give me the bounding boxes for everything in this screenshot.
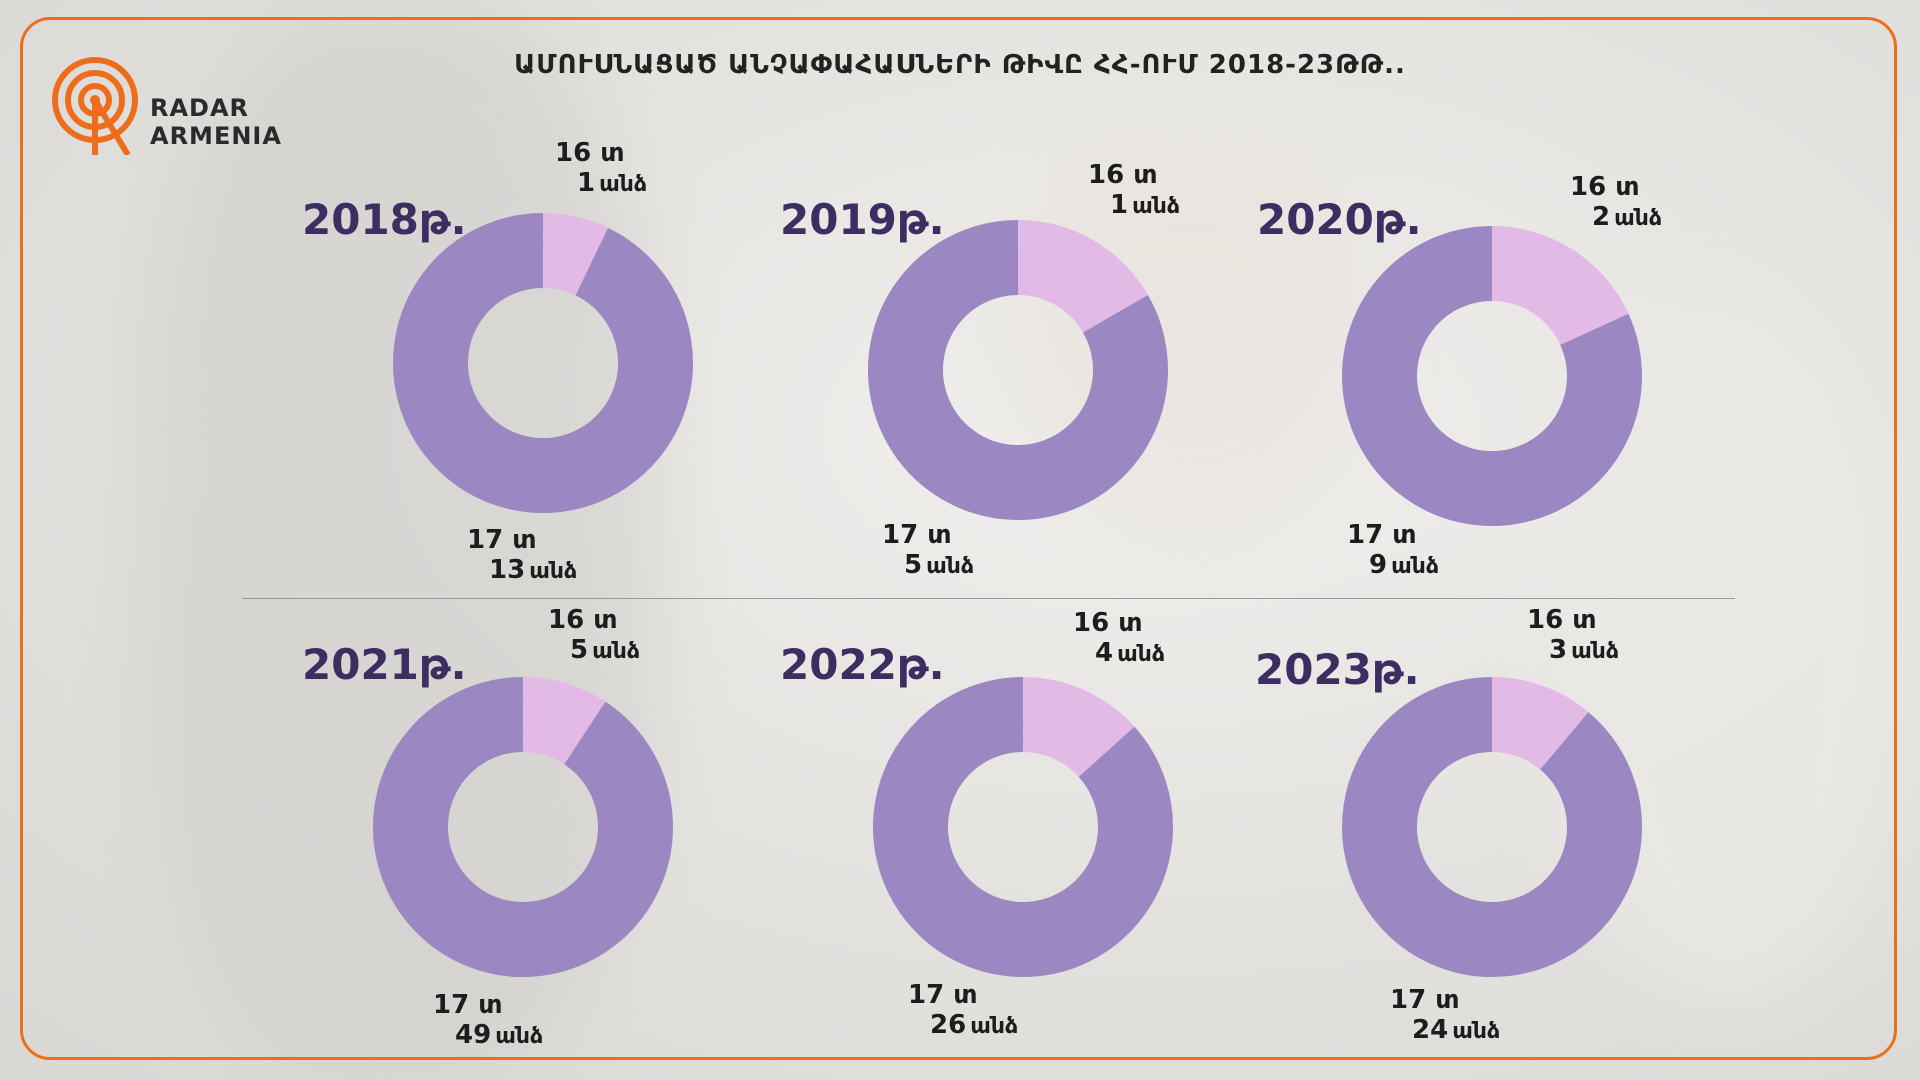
logo-line1: RADAR <box>150 94 250 122</box>
divider <box>242 598 1735 599</box>
chart-title: ԱՄՈՒՍՆԱՑԱԾ ԱՆՉԱՓԱՀԱՍՆԵՐԻ ԹԻՎԸ ՀՀ-ՈՒՄ 201… <box>514 50 1406 80</box>
category-label: 16 տ <box>1570 172 1640 202</box>
category-label: 16 տ <box>1088 160 1158 190</box>
label-age-16: 16 տ 4 անձ <box>1073 608 1165 668</box>
slice-age-17 <box>373 677 673 977</box>
year-label: 2022թ. <box>780 640 945 689</box>
slice-age-17 <box>1342 677 1642 977</box>
slice-age-16 <box>1490 226 1629 347</box>
value-label: 1 անձ <box>577 168 648 198</box>
value-label: 5 անձ <box>570 635 641 665</box>
label-age-16: 16 տ 1 անձ <box>1088 160 1180 220</box>
logo-text: RADAR ARMENIA <box>150 94 282 150</box>
label-age-17: 17 տ 5 անձ <box>882 520 974 580</box>
value-label: 2 անձ <box>1592 202 1663 232</box>
slice-age-17 <box>1342 226 1642 526</box>
value-label: 24 անձ <box>1412 1015 1501 1045</box>
slice-age-16 <box>521 677 606 766</box>
label-age-17: 17 տ 49 անձ <box>433 990 543 1050</box>
donut-chart <box>373 677 673 977</box>
donut-chart <box>873 677 1173 977</box>
label-age-17: 17 տ 9 անձ <box>1347 520 1439 580</box>
category-label: 17 տ <box>467 525 537 555</box>
category-label: 16 տ <box>555 138 625 168</box>
label-age-17: 17 տ 24 անձ <box>1390 985 1500 1045</box>
value-label: 49 անձ <box>455 1020 544 1050</box>
category-label: 17 տ <box>908 980 978 1010</box>
value-label: 9 անձ <box>1369 550 1440 580</box>
slice-age-16 <box>1016 220 1148 334</box>
value-label: 26 անձ <box>930 1010 1019 1040</box>
slice-age-16 <box>1021 677 1135 778</box>
radar-logo-icon <box>52 57 138 155</box>
label-age-16: 16 տ 2 անձ <box>1570 172 1662 232</box>
slice-age-17 <box>868 220 1168 520</box>
orange-frame <box>20 17 1897 1060</box>
label-age-17: 17 տ 13 անձ <box>467 525 577 585</box>
year-label: 2020թ. <box>1257 195 1422 244</box>
category-label: 16 տ <box>548 605 618 635</box>
label-age-17: 17 տ 26 անձ <box>908 980 1018 1040</box>
donut-chart <box>1342 226 1642 526</box>
slice-age-17 <box>393 213 693 513</box>
slice-age-17 <box>873 677 1173 977</box>
value-label: 4 անձ <box>1095 638 1166 668</box>
category-label: 16 տ <box>1073 608 1143 638</box>
label-age-16: 16 տ 3 անձ <box>1527 605 1619 665</box>
donut-chart <box>1342 677 1642 977</box>
slice-age-16 <box>541 213 609 296</box>
category-label: 17 տ <box>882 520 952 550</box>
label-age-16: 16 տ 5 անձ <box>548 605 640 665</box>
donut-chart <box>393 213 693 513</box>
year-label: 2019թ. <box>780 195 945 244</box>
slice-age-16 <box>1490 677 1589 771</box>
label-age-16: 16 տ 1 անձ <box>555 138 647 198</box>
year-label: 2023թ. <box>1255 645 1420 694</box>
logo-line2: ARMENIA <box>150 122 282 150</box>
value-label: 13 անձ <box>489 555 578 585</box>
donut-chart <box>868 220 1168 520</box>
category-label: 17 տ <box>433 990 503 1020</box>
category-label: 17 տ <box>1347 520 1417 550</box>
year-label: 2021թ. <box>302 640 467 689</box>
value-label: 3 անձ <box>1549 635 1620 665</box>
year-label: 2018թ. <box>302 195 467 244</box>
category-label: 17 տ <box>1390 985 1460 1015</box>
value-label: 5 անձ <box>904 550 975 580</box>
value-label: 1 անձ <box>1110 190 1181 220</box>
category-label: 16 տ <box>1527 605 1597 635</box>
